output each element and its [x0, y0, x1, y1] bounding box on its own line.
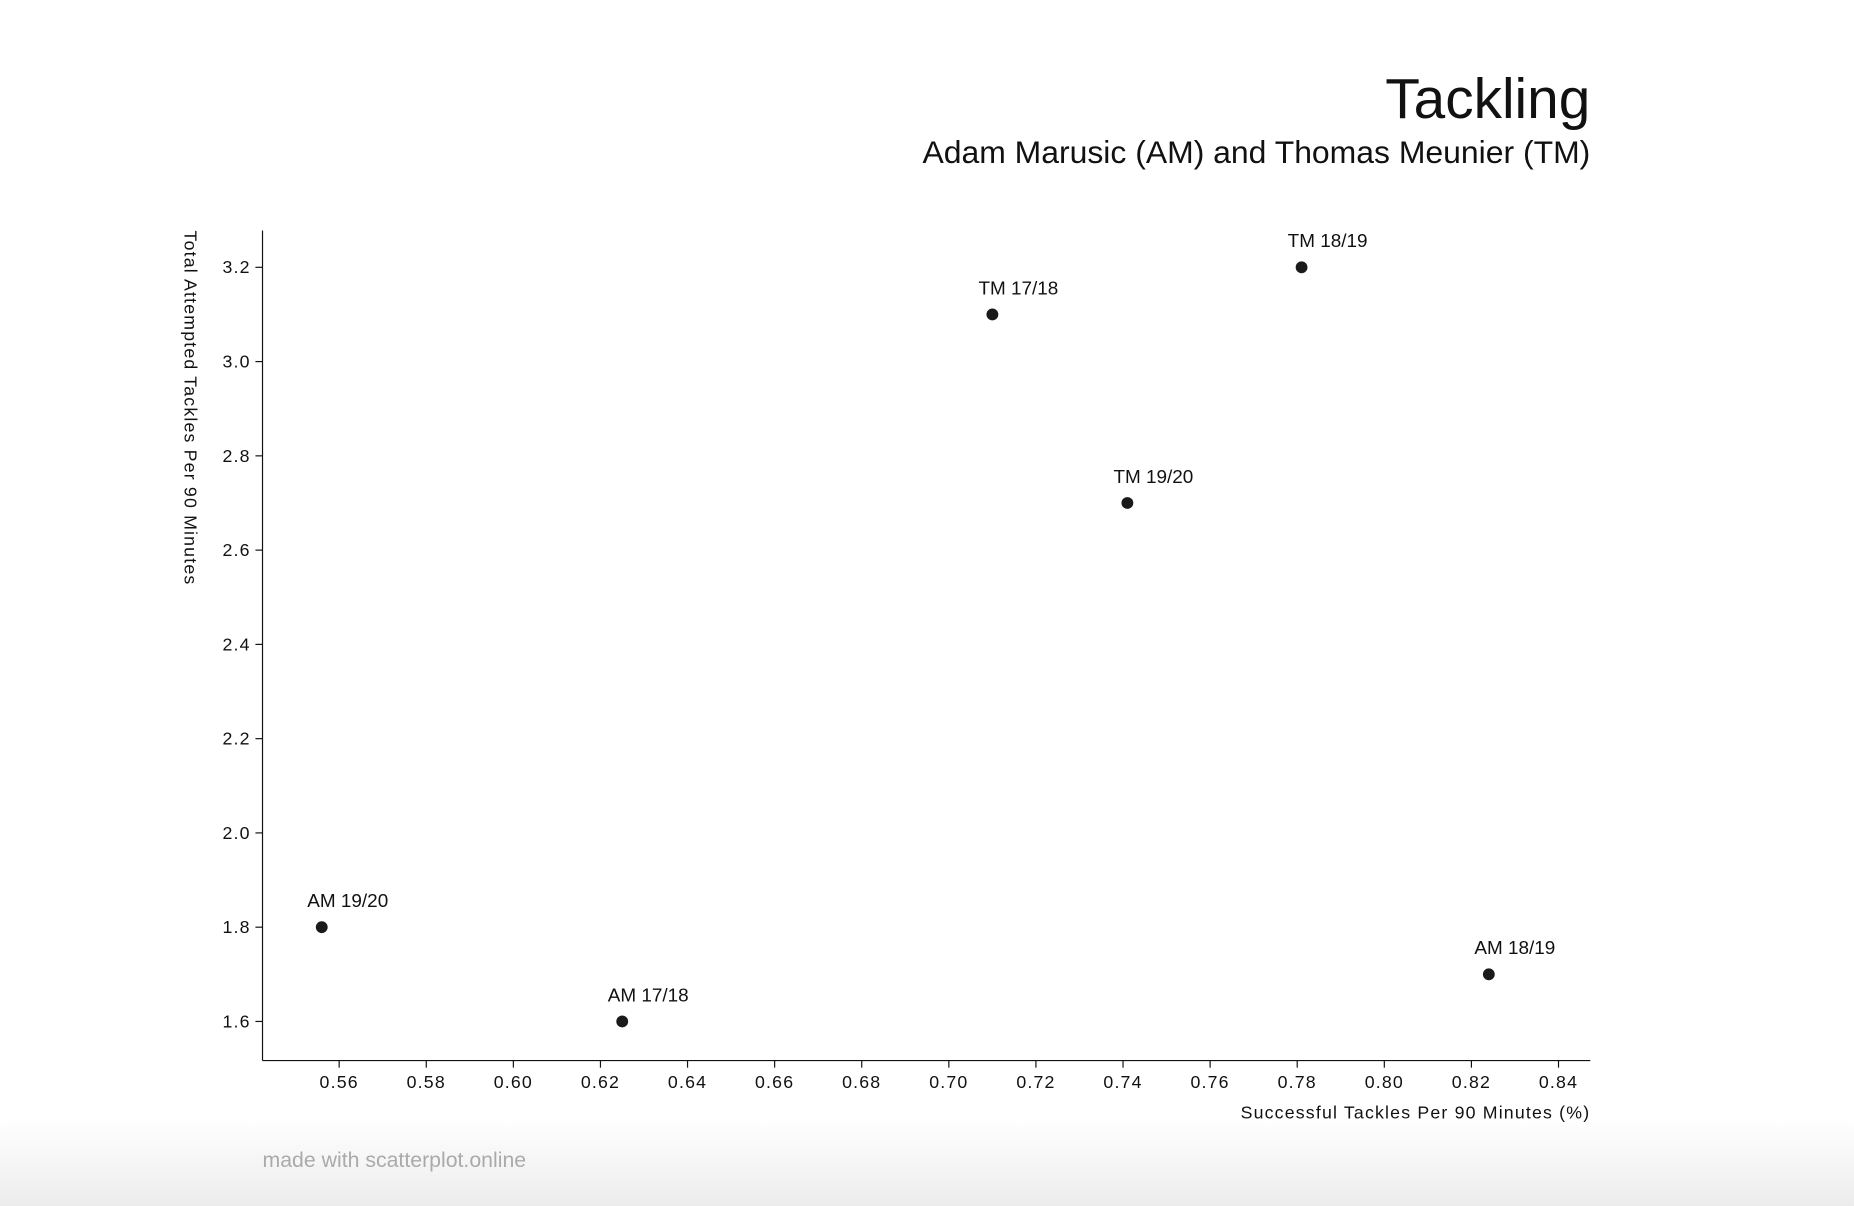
point [1121, 497, 1134, 509]
x-tick-label: 0.82 [1452, 1072, 1491, 1092]
x-tick-label: 0.76 [1191, 1072, 1230, 1092]
x-axis-label: Successful Tackles Per 90 Minutes (%) [1241, 1103, 1591, 1123]
x-tick-label: 0.56 [320, 1072, 359, 1092]
y-tick-label: 2.6 [223, 540, 251, 560]
watermark: made with scatterplot.online [263, 1148, 527, 1172]
x-tick-label: 0.80 [1365, 1072, 1404, 1092]
chart-subtitle: Adam Marusic (AM) and Thomas Meunier (TM… [922, 134, 1590, 170]
y-tick-label: 1.8 [223, 917, 251, 937]
x-tick-label: 0.58 [407, 1072, 446, 1092]
point [1295, 261, 1308, 274]
y-tick-label: 2.2 [223, 729, 251, 749]
x-tick-label: 0.84 [1539, 1072, 1578, 1092]
x-tick-label: 0.68 [842, 1072, 881, 1092]
y-tick-label: 3.0 [223, 352, 251, 372]
point [1482, 968, 1495, 981]
x-tick-label: 0.60 [494, 1072, 533, 1092]
point-label: TM 18/19 [1288, 231, 1368, 252]
footer-band [0, 1117, 1854, 1206]
point-label: TM 17/18 [978, 278, 1058, 299]
x-tick-label: 0.66 [755, 1072, 794, 1092]
point [616, 1015, 629, 1028]
x-tick-label: 0.64 [668, 1072, 707, 1092]
chart-title: Tackling [1385, 68, 1590, 131]
point-label: AM 17/18 [608, 985, 689, 1006]
point-label: AM 19/20 [307, 891, 388, 912]
point [986, 308, 999, 321]
point-label: AM 18/19 [1474, 938, 1555, 959]
x-tick-label: 0.74 [1103, 1072, 1142, 1092]
x-tick-label: 0.62 [581, 1072, 620, 1092]
y-tick-label: 2.8 [223, 446, 251, 466]
x-tick-label: 0.78 [1278, 1072, 1317, 1092]
point-label: TM 19/20 [1113, 467, 1193, 488]
y-axis-label: Total Attempted Tackles Per 90 Minutes [180, 231, 200, 586]
x-tick-label: 0.70 [929, 1072, 968, 1092]
y-tick-label: 2.4 [223, 634, 251, 654]
x-tick-label: 0.72 [1016, 1072, 1055, 1092]
y-tick-label: 1.6 [223, 1011, 251, 1031]
y-tick-label: 3.2 [223, 257, 251, 277]
y-tick-label: 2.0 [223, 823, 251, 843]
point [315, 921, 328, 934]
